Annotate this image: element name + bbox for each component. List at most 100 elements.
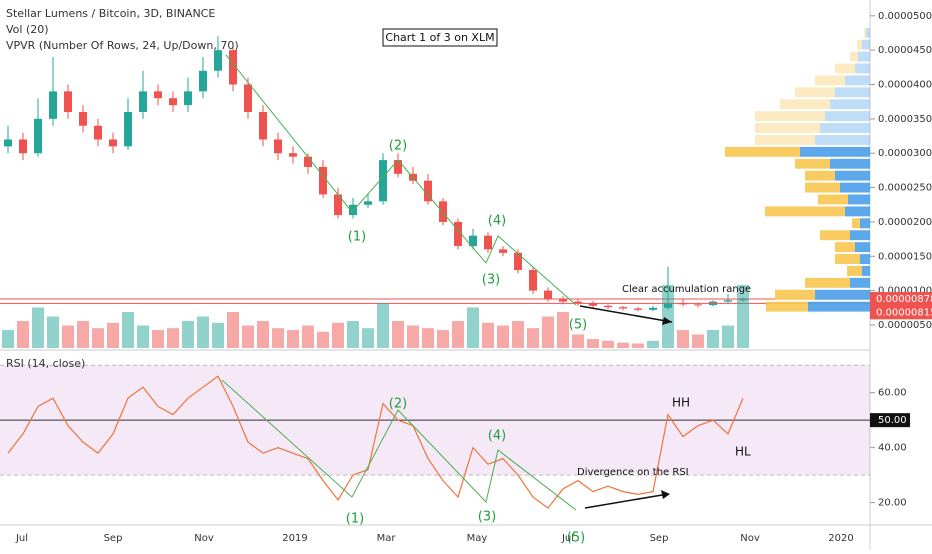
vpvr-down: [850, 51, 858, 62]
vpvr-down: [805, 170, 835, 181]
annotation: Divergence on the RSI: [577, 467, 689, 478]
vpvr-up: [845, 75, 870, 86]
volume-bar: [527, 328, 539, 348]
vpvr-down: [780, 99, 830, 110]
candle-body: [544, 290, 552, 299]
rsi-line: [7, 375, 744, 509]
candle-body: [499, 249, 507, 253]
legend-vol: Vol (20): [6, 23, 49, 36]
x-tick-label: Jul: [15, 533, 28, 544]
candle-body: [139, 91, 147, 112]
annotation-box: [382, 28, 498, 47]
vpvr-up: [858, 51, 870, 62]
volume-bar: [32, 307, 44, 348]
volume-bar: [2, 330, 14, 348]
volume-bar: [197, 316, 209, 348]
y-tick-label: 40.00: [878, 443, 907, 454]
x-tick-label: Jul: [561, 533, 574, 544]
volume-bar: [62, 325, 74, 348]
vpvr-down: [847, 265, 862, 276]
candle-body: [244, 84, 252, 112]
price-label: 0.00000878: [876, 294, 932, 305]
vpvr-up: [848, 194, 870, 205]
tick-label-box: [870, 413, 910, 428]
candle-body: [529, 270, 537, 291]
volume-bar: [362, 328, 374, 348]
candle-body: [109, 139, 117, 147]
x-tick-label: Nov: [740, 533, 760, 544]
x-tick-label: Sep: [104, 533, 123, 544]
price-label-box: [870, 292, 932, 307]
legend-title: Stellar Lumens / Bitcoin, 3D, BINANCE: [6, 7, 215, 20]
y-tick-label: 20.00: [878, 498, 907, 509]
volume-bar: [617, 342, 629, 348]
volume-bar: [317, 331, 329, 348]
volume-bar: [122, 312, 134, 348]
volume-bar: [17, 321, 29, 348]
vpvr-down: [857, 39, 862, 50]
candle-body: [154, 91, 162, 99]
volume-bar: [482, 322, 494, 348]
volume-bar: [437, 330, 449, 348]
candle-body: [334, 194, 342, 216]
x-tick-label: 2019: [282, 533, 307, 544]
candle-body: [559, 298, 567, 302]
volume-bar: [377, 303, 389, 348]
candle-body: [124, 111, 132, 147]
candle-body: [454, 221, 462, 246]
volume-bar: [257, 321, 269, 348]
vpvr-up: [815, 134, 870, 145]
x-tick-label: Sep: [650, 533, 669, 544]
candle-body: [64, 91, 72, 112]
candle-body: [514, 252, 522, 271]
vpvr-up: [830, 158, 870, 169]
vpvr-up: [820, 123, 870, 133]
vpvr-up: [808, 301, 870, 312]
wave-label: (4): [488, 214, 506, 229]
volume-bar: [587, 339, 599, 348]
candle-body: [604, 305, 612, 308]
arrow: [579, 305, 673, 323]
volume-bar: [632, 343, 644, 348]
volume-bar: [302, 325, 314, 348]
volume-bar: [227, 312, 239, 348]
y-tick-label: 60.00: [878, 388, 907, 399]
volume-bar: [287, 330, 299, 348]
vpvr-down: [815, 75, 845, 86]
volume-bar: [182, 321, 194, 348]
volume-bar: [647, 340, 659, 348]
candle-body: [439, 201, 447, 222]
volume-bar: [422, 328, 434, 348]
candle-body: [169, 98, 177, 106]
volume-bar: [392, 321, 404, 348]
annotation: HH: [672, 396, 690, 410]
vpvr-up: [850, 277, 870, 288]
candle-body: [319, 166, 327, 195]
volume-bar: [737, 285, 749, 348]
candle-body: [289, 153, 297, 157]
x-tick-label: May: [467, 533, 488, 544]
wave-label: (3): [478, 510, 496, 525]
wave-lines: [225, 54, 577, 306]
wave-label: (5): [567, 531, 585, 546]
candle-body: [274, 139, 282, 154]
vpvr-down: [795, 158, 830, 169]
volume-bar: [47, 316, 59, 348]
candle-body: [634, 308, 642, 310]
volume-bar: [152, 330, 164, 348]
candle-body: [229, 50, 237, 85]
x-tick-label: Mar: [377, 533, 397, 544]
volume-bar: [467, 307, 479, 348]
volume-bar: [332, 322, 344, 348]
candle-body: [589, 302, 597, 306]
candle-body: [379, 160, 387, 202]
candle-body: [484, 235, 492, 250]
candle-body: [649, 307, 657, 310]
candle-body: [394, 160, 402, 174]
